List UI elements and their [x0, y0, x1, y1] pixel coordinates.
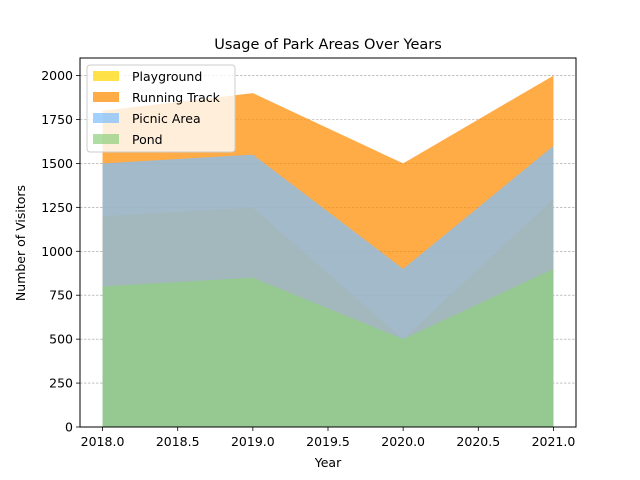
y-tick-label: 500	[49, 332, 73, 347]
area-series	[102, 75, 554, 428]
chart-title: Usage of Park Areas Over Years	[214, 37, 442, 53]
x-axis-ticks: 2018.0 2018.5 2019.0 2019.5 2020.0 2020.5 2021…	[81, 427, 576, 449]
legend-swatch	[93, 113, 119, 123]
legend-swatch	[93, 71, 119, 81]
area-pond	[102, 268, 554, 427]
x-tick-label: 2018.5	[156, 434, 200, 449]
x-tick-label: 2018.0	[81, 434, 125, 449]
x-axis-label: Year	[314, 455, 342, 470]
legend-label: Picnic Area	[132, 111, 201, 126]
x-tick-label: 2019.5	[306, 434, 350, 449]
y-tick-label: 2000	[41, 68, 73, 83]
y-tick-label: 750	[49, 288, 73, 303]
x-tick-label: 2020.5	[456, 434, 500, 449]
legend-label: Running Track	[132, 90, 221, 105]
legend: Playground Running Track Picnic Area Pond	[86, 64, 236, 153]
y-tick-label: 1000	[41, 244, 73, 259]
x-tick-label: 2021.0	[532, 434, 576, 449]
y-tick-label: 1250	[41, 200, 73, 215]
y-axis-label: Number of Visitors	[13, 185, 28, 301]
y-tick-label: 1750	[41, 112, 73, 127]
legend-label: Pond	[132, 132, 163, 147]
legend-box	[86, 64, 236, 153]
y-tick-label: 0	[65, 420, 73, 435]
y-axis-ticks: 0 250 500 750 1000 1250 1500 1750 2000	[41, 68, 80, 435]
legend-label: Playground	[132, 69, 202, 84]
legend-swatch	[93, 134, 119, 144]
y-tick-label: 1500	[41, 156, 73, 171]
x-tick-label: 2020.0	[381, 434, 425, 449]
legend-swatch	[93, 92, 119, 102]
x-tick-label: 2019.0	[231, 434, 275, 449]
y-tick-label: 250	[49, 376, 73, 391]
